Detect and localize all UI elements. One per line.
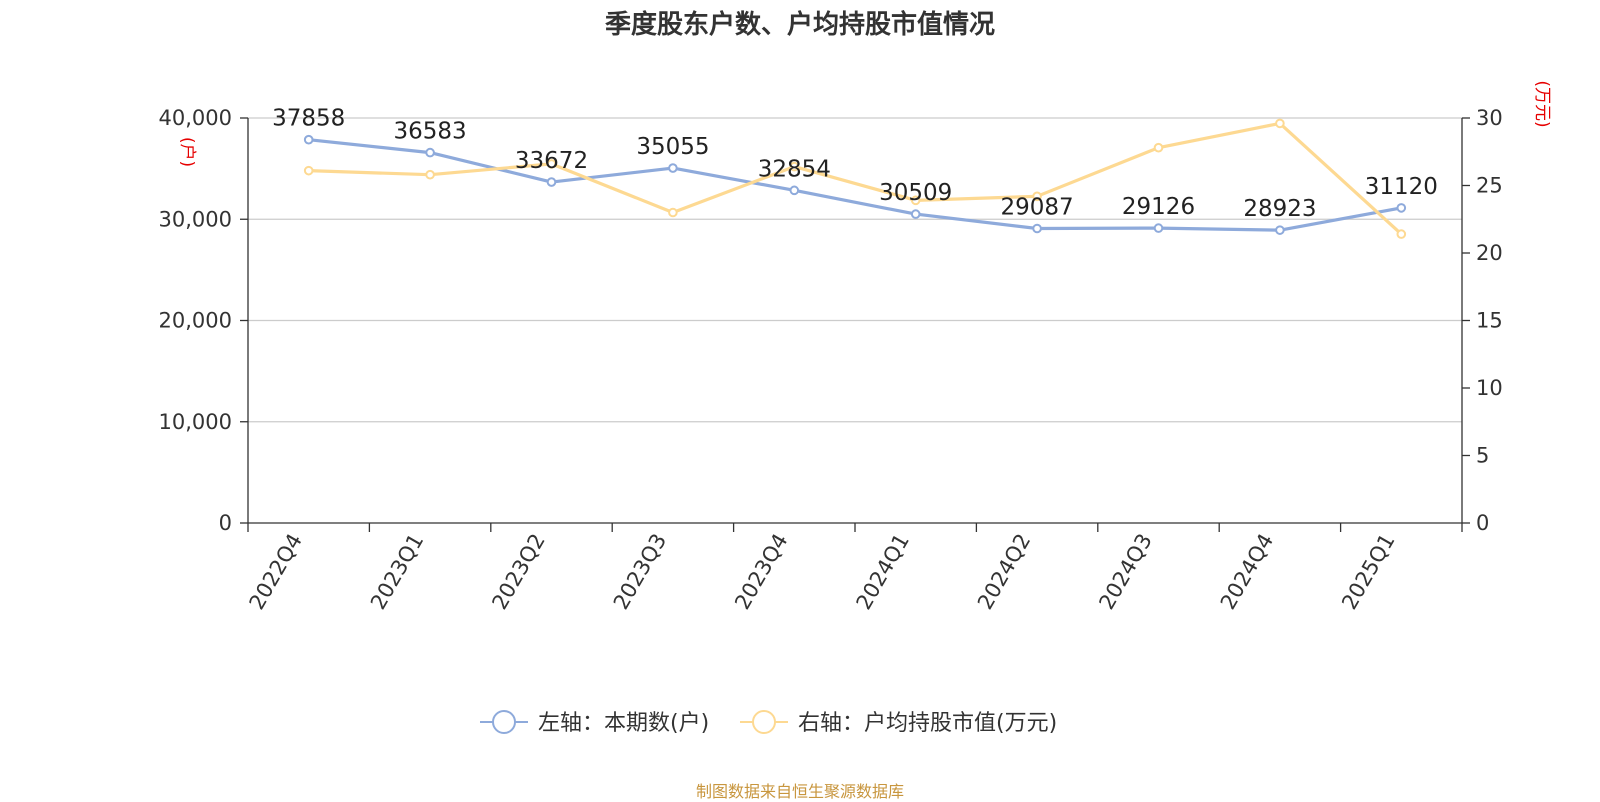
x-axis-category-label: 2024Q4 [1216, 530, 1278, 614]
avg-value-point [1153, 142, 1164, 153]
legend-label: 左轴：本期数(户) [538, 711, 709, 736]
right-axis-tick-label: 5 [1476, 444, 1489, 468]
holders-data-label: 33672 [515, 148, 588, 174]
avg-value-point [910, 195, 921, 206]
holders-point [425, 147, 435, 158]
holders-data-label: 29087 [1001, 194, 1074, 220]
x-axis-category-label: 2024Q1 [852, 530, 914, 614]
avg-value-point [425, 169, 435, 180]
legend: 左轴：本期数(户) 右轴：户均持股市值(万元) [480, 710, 1057, 736]
holders-point [1396, 203, 1407, 213]
holders-point [1032, 223, 1042, 234]
holders-point [303, 134, 314, 145]
right-axis-tick-label: 25 [1476, 174, 1503, 198]
holders-data-label: 28923 [1243, 196, 1316, 222]
avg-value-point [1032, 191, 1042, 202]
avg-value-point [1396, 229, 1407, 239]
left-axis-unit: (户) [177, 137, 197, 167]
right-axis-tick-label: 0 [1476, 511, 1489, 535]
holders-data-label: 31120 [1365, 174, 1438, 200]
legend-marker-circle [492, 710, 516, 734]
left-axis-tick-label: 30,000 [159, 207, 232, 231]
holders-point [789, 185, 800, 196]
left-axis-tick-label: 20,000 [159, 309, 232, 333]
x-axis-category-label: 2024Q2 [973, 530, 1035, 614]
right-axis-tick-label: 10 [1476, 376, 1503, 400]
data-labels: 37858 36583 33672 35055 32854 30509 29087 29126… [272, 106, 1438, 222]
holders-data-label: 32854 [758, 156, 831, 182]
x-axis-category-label: 2022Q4 [245, 530, 307, 614]
left-axis-tick-label: 0 [219, 511, 232, 535]
legend-label: 右轴：户均持股市值(万元) [798, 711, 1057, 736]
holders-data-label: 29126 [1122, 194, 1195, 220]
avg-value-point [668, 207, 678, 218]
chart-title: 季度股东户数、户均持股市值情况 [604, 10, 995, 40]
series-line-holders [308, 138, 1402, 232]
series-lines [303, 118, 1407, 239]
x-axis-category-label: 2024Q3 [1094, 530, 1156, 614]
x-axis-category-label: 2023Q4 [730, 530, 792, 614]
holders-point [668, 163, 678, 173]
avg-value-point [303, 165, 314, 176]
avg-value-point [546, 159, 557, 169]
axes: 0 10,000 20,000 30,000 40,000 0 5 10 15 20 25 30 (户)… [159, 80, 1552, 613]
holders-point [546, 177, 557, 187]
legend-marker-circle [752, 710, 776, 734]
right-axis-tick-label: 30 [1476, 106, 1503, 130]
right-axis-tick-label: 15 [1476, 309, 1503, 333]
holders-data-label: 35055 [636, 134, 709, 160]
holders-point [910, 209, 921, 219]
holders-data-label: 30509 [879, 180, 952, 206]
x-axis-category-label: 2023Q3 [609, 530, 671, 614]
avg-value-point [789, 161, 800, 172]
x-axis-category-label: 2023Q2 [487, 530, 549, 614]
avg-value-point [1275, 118, 1285, 129]
x-axis-category-label: 2023Q1 [366, 530, 428, 614]
gridlines [248, 117, 1462, 423]
holders-point [1275, 225, 1285, 235]
holders-data-label: 37858 [272, 106, 345, 132]
left-axis-tick-label: 10,000 [159, 410, 232, 434]
x-axis-category-label: 2025Q1 [1337, 530, 1399, 614]
holders-data-label: 36583 [394, 119, 467, 145]
left-axis-tick-label: 40,000 [159, 106, 232, 130]
holders-point [1153, 223, 1164, 233]
data-source-note: 制图数据来自恒生聚源数据库 [695, 782, 904, 801]
right-axis-tick-label: 20 [1476, 241, 1503, 265]
right-axis-unit: (万元) [1532, 80, 1552, 127]
series-line-avg-value [308, 121, 1403, 236]
